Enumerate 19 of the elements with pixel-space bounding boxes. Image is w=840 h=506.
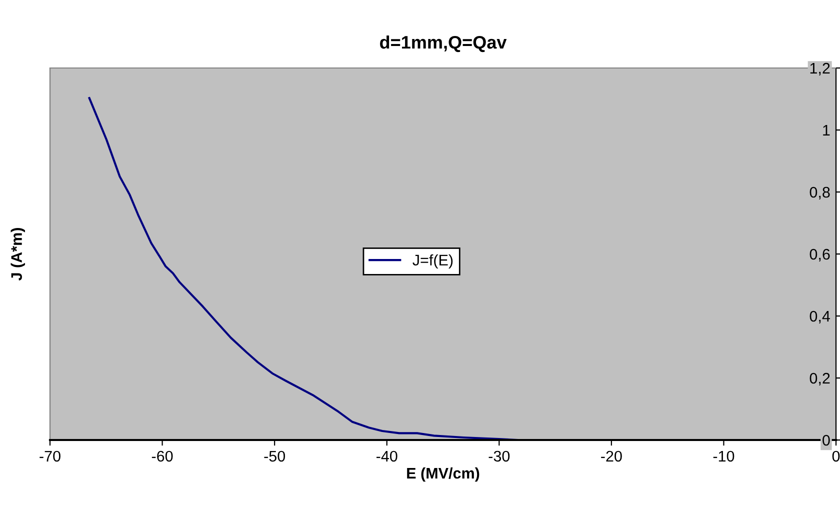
y-tick-label: 0,6 [810,248,830,262]
chart-title: d=1mm,Q=Qav [380,35,507,52]
y-tick-label: 0,8 [810,186,830,200]
y-tick-label: 0 [822,434,830,446]
x-tick-label: 0 [832,450,840,462]
y-tick-label: 1,2 [810,62,830,76]
x-tick-label: -50 [264,450,286,462]
x-tick-label: -30 [488,450,510,462]
y-tick-label: 0,2 [810,372,830,386]
y-axis-title: J (A*m) [10,228,25,281]
legend-label: J=f(E) [412,254,453,269]
x-tick-label: -20 [601,450,622,462]
x-tick-label: -10 [713,450,734,462]
x-tick-label: -40 [376,450,398,462]
y-tick-label: 0,4 [810,310,830,324]
x-tick-label: -60 [152,450,173,462]
x-tick-label: -70 [40,450,60,462]
y-tick-label: 1 [823,125,830,136]
x-axis-title: E (MV/cm) [407,467,480,482]
